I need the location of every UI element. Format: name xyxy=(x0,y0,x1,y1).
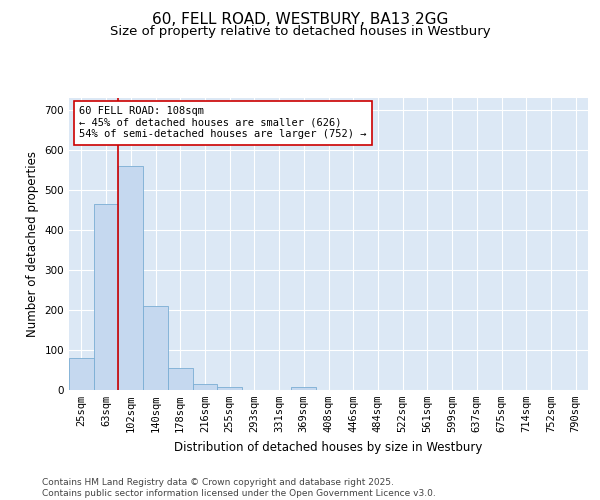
Text: Contains HM Land Registry data © Crown copyright and database right 2025.
Contai: Contains HM Land Registry data © Crown c… xyxy=(42,478,436,498)
Bar xyxy=(292,387,316,390)
Bar xyxy=(94,204,118,390)
Text: 60, FELL ROAD, WESTBURY, BA13 2GG: 60, FELL ROAD, WESTBURY, BA13 2GG xyxy=(152,12,448,28)
Y-axis label: Number of detached properties: Number of detached properties xyxy=(26,151,39,337)
Text: 60 FELL ROAD: 108sqm
← 45% of detached houses are smaller (626)
54% of semi-deta: 60 FELL ROAD: 108sqm ← 45% of detached h… xyxy=(79,106,367,140)
Bar xyxy=(118,166,143,390)
Bar xyxy=(193,384,217,390)
Bar xyxy=(217,387,242,390)
Bar xyxy=(69,358,94,390)
X-axis label: Distribution of detached houses by size in Westbury: Distribution of detached houses by size … xyxy=(175,440,482,454)
Text: Size of property relative to detached houses in Westbury: Size of property relative to detached ho… xyxy=(110,25,490,38)
Bar xyxy=(143,306,168,390)
Bar xyxy=(168,368,193,390)
